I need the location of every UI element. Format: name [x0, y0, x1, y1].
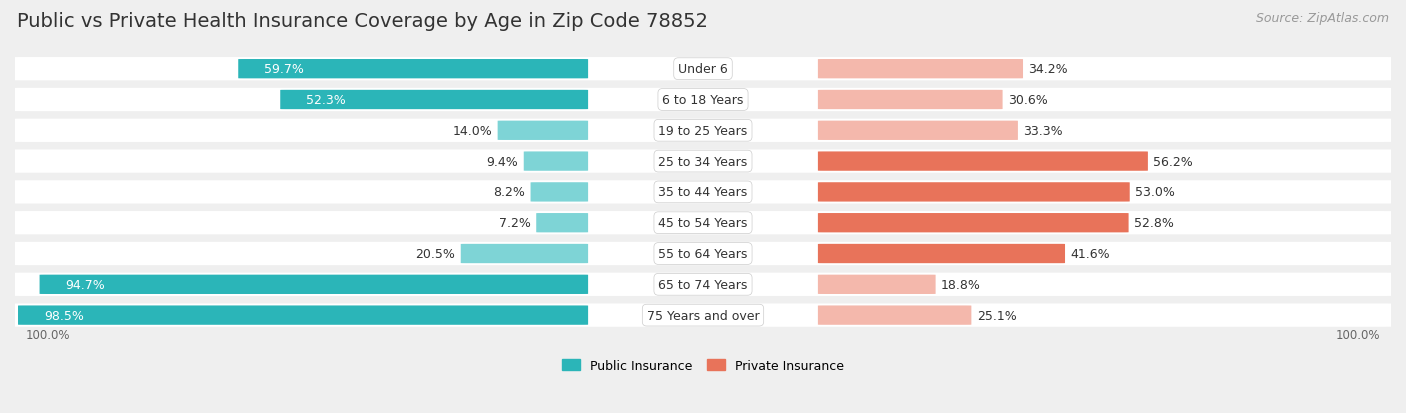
- FancyBboxPatch shape: [498, 121, 588, 140]
- FancyBboxPatch shape: [530, 183, 588, 202]
- FancyBboxPatch shape: [461, 244, 588, 263]
- Text: 7.2%: 7.2%: [499, 217, 530, 230]
- Text: 18.8%: 18.8%: [941, 278, 981, 291]
- Text: 34.2%: 34.2%: [1029, 63, 1069, 76]
- Text: Under 6: Under 6: [678, 63, 728, 76]
- FancyBboxPatch shape: [11, 273, 1395, 296]
- Text: 75 Years and over: 75 Years and over: [647, 309, 759, 322]
- FancyBboxPatch shape: [818, 244, 1064, 263]
- FancyBboxPatch shape: [11, 150, 1395, 173]
- Text: 53.0%: 53.0%: [1135, 186, 1175, 199]
- FancyBboxPatch shape: [818, 214, 1129, 233]
- Text: 52.3%: 52.3%: [307, 94, 346, 107]
- Text: Source: ZipAtlas.com: Source: ZipAtlas.com: [1256, 12, 1389, 25]
- FancyBboxPatch shape: [818, 306, 972, 325]
- FancyBboxPatch shape: [39, 275, 588, 294]
- FancyBboxPatch shape: [818, 152, 1147, 171]
- Text: 59.7%: 59.7%: [264, 63, 304, 76]
- FancyBboxPatch shape: [524, 152, 588, 171]
- Text: 25.1%: 25.1%: [977, 309, 1017, 322]
- Text: 52.8%: 52.8%: [1135, 217, 1174, 230]
- FancyBboxPatch shape: [818, 90, 1002, 110]
- FancyBboxPatch shape: [818, 60, 1024, 79]
- Text: 19 to 25 Years: 19 to 25 Years: [658, 124, 748, 138]
- Legend: Public Insurance, Private Insurance: Public Insurance, Private Insurance: [557, 354, 849, 377]
- FancyBboxPatch shape: [11, 181, 1395, 204]
- Text: 35 to 44 Years: 35 to 44 Years: [658, 186, 748, 199]
- Text: 56.2%: 56.2%: [1153, 155, 1194, 168]
- FancyBboxPatch shape: [11, 211, 1395, 235]
- Text: 9.4%: 9.4%: [486, 155, 519, 168]
- Text: 33.3%: 33.3%: [1024, 124, 1063, 138]
- Text: 98.5%: 98.5%: [44, 309, 84, 322]
- Text: 100.0%: 100.0%: [25, 328, 70, 341]
- Text: 30.6%: 30.6%: [1008, 94, 1047, 107]
- FancyBboxPatch shape: [11, 119, 1395, 142]
- Text: 8.2%: 8.2%: [494, 186, 524, 199]
- Text: 41.6%: 41.6%: [1070, 247, 1111, 260]
- FancyBboxPatch shape: [11, 58, 1395, 81]
- Text: 65 to 74 Years: 65 to 74 Years: [658, 278, 748, 291]
- Text: Public vs Private Health Insurance Coverage by Age in Zip Code 78852: Public vs Private Health Insurance Cover…: [17, 12, 707, 31]
- FancyBboxPatch shape: [18, 306, 588, 325]
- FancyBboxPatch shape: [818, 121, 1018, 140]
- FancyBboxPatch shape: [238, 60, 588, 79]
- FancyBboxPatch shape: [11, 242, 1395, 266]
- Text: 100.0%: 100.0%: [1336, 328, 1381, 341]
- Text: 45 to 54 Years: 45 to 54 Years: [658, 217, 748, 230]
- FancyBboxPatch shape: [11, 304, 1395, 327]
- Text: 20.5%: 20.5%: [415, 247, 456, 260]
- Text: 25 to 34 Years: 25 to 34 Years: [658, 155, 748, 168]
- FancyBboxPatch shape: [11, 89, 1395, 112]
- Text: 55 to 64 Years: 55 to 64 Years: [658, 247, 748, 260]
- FancyBboxPatch shape: [818, 275, 935, 294]
- FancyBboxPatch shape: [818, 183, 1130, 202]
- FancyBboxPatch shape: [280, 90, 588, 110]
- Text: 14.0%: 14.0%: [453, 124, 492, 138]
- Text: 6 to 18 Years: 6 to 18 Years: [662, 94, 744, 107]
- FancyBboxPatch shape: [536, 214, 588, 233]
- Text: 94.7%: 94.7%: [66, 278, 105, 291]
